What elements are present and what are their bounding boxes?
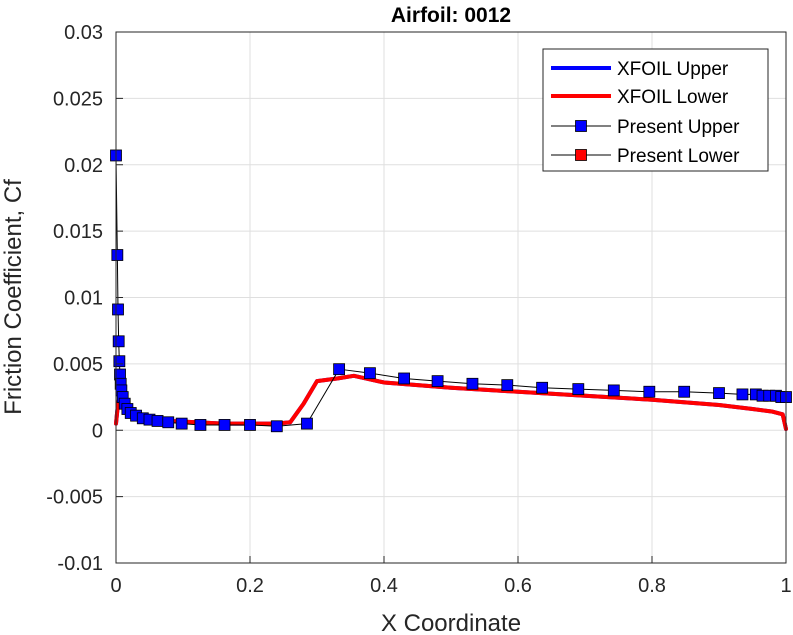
x-tick-label: 0.6 [504,575,532,597]
x-tick-label: 0 [110,575,121,597]
marker-present-upper [151,415,164,427]
marker-present-upper [175,417,188,430]
legend-label-present-lower: Present Lower [617,146,740,167]
marker-present-upper [364,367,376,380]
x-axis-label: X Coordinate [381,610,521,635]
marker-present-upper [643,385,656,398]
legend-label-xfoil-lower: XFOIL Lower [617,87,729,108]
axes-frame [115,31,787,564]
marker-present-upper [713,387,725,399]
marker-present-upper [270,420,283,433]
marker-present-upper [162,416,175,429]
marker-present-upper [333,363,346,376]
marker-present-upper [112,335,125,348]
marker-present-upper [431,375,444,388]
y-tick-labels: -0.01 -0.005 0 0.005 0.01 0.015 0.02 0.025 0.03 [46,22,103,575]
y-tick-label: 0.02 [64,155,103,177]
marker-present-upper [301,417,313,430]
chart-title: Airfoil: 0012 [391,4,511,27]
y-tick-label: -0.005 [46,487,103,509]
y-tick-label: 0.025 [53,88,103,110]
series-layer [110,149,792,433]
marker-present-upper [736,388,749,401]
y-tick-label: 0.005 [53,354,103,376]
marker-present-upper [501,379,514,392]
marker-present-upper [218,419,231,431]
marker-present-upper [678,385,691,398]
x-tick-label: 0.2 [236,575,264,597]
x-tick-label: 0.4 [370,575,398,597]
marker-present-upper [194,419,207,431]
legend-swatch-present-lower-marker [575,149,587,161]
marker-present-upper [112,303,124,316]
legend: XFOIL Upper XFOIL Lower Present Upper Pr… [542,48,769,172]
marker-present-upper [244,419,256,431]
x-tick-label: 0.8 [638,575,666,597]
x-tick-labels: 0 0.2 0.4 0.6 0.8 1 [110,575,791,597]
legend-label-present-upper: Present Upper [617,117,740,138]
x-tick-label: 1 [780,575,791,597]
marker-present-upper [111,249,124,261]
marker-present-upper [572,383,585,396]
marker-present-upper [113,355,126,368]
y-tick-label: -0.01 [57,553,103,575]
y-tick-label: 0.03 [64,22,103,44]
y-tick-label: 0.01 [64,288,103,310]
series-present-upper [110,149,792,433]
marker-present-upper [607,384,620,397]
marker-present-upper [536,381,549,394]
y-axis-label: Friction Coefficient, Cf [0,179,27,415]
marker-present-upper [466,377,479,390]
legend-swatch-present-upper-marker [575,120,587,132]
y-tick-label: 0 [92,420,103,442]
legend-label-xfoil-upper: XFOIL Upper [617,59,729,80]
marker-present-upper [398,372,411,385]
y-tick-label: 0.015 [53,221,103,243]
